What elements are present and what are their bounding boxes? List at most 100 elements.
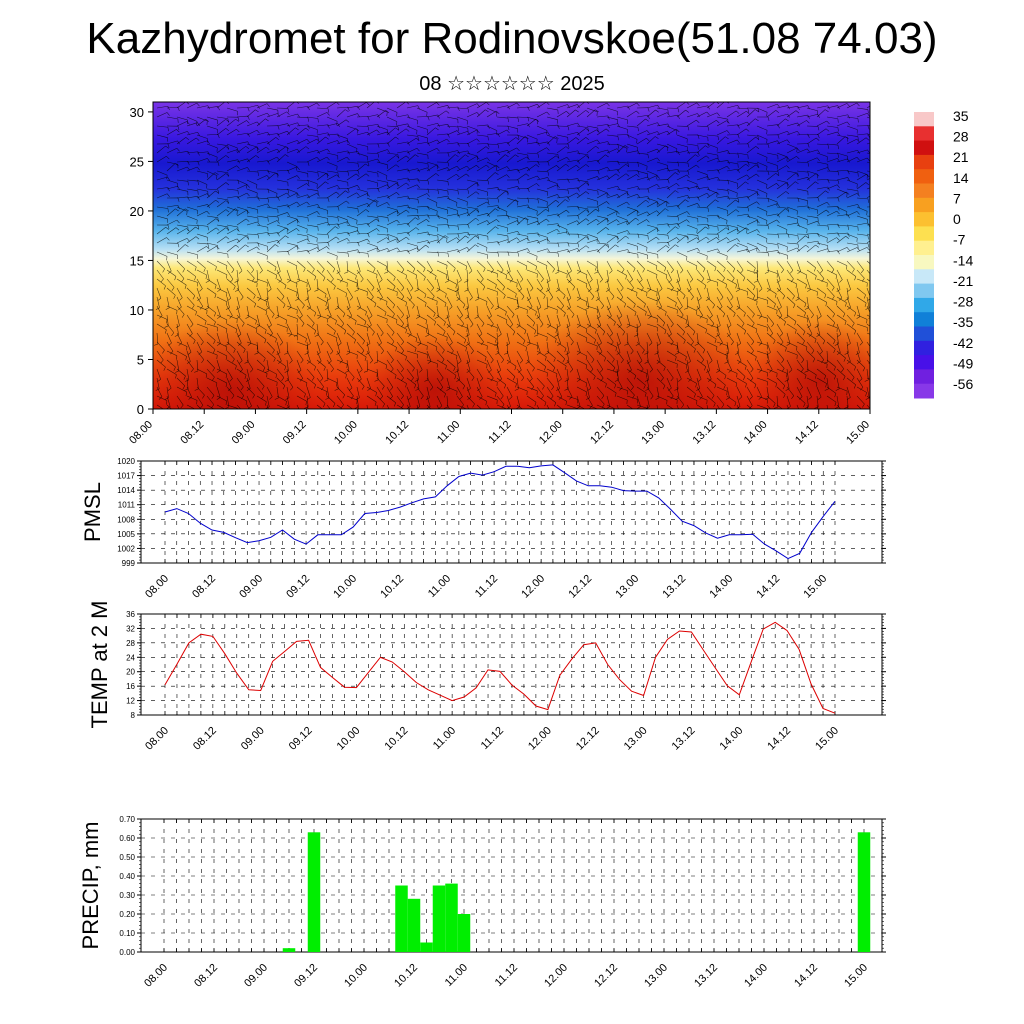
wind-barb [206,314,216,323]
wind-barb [576,323,587,330]
wind-barb [546,377,555,387]
wind-barb [526,260,537,267]
wind-barb-flag [797,197,800,202]
wind-barb-flag [512,331,516,336]
wind-barb-flag [486,220,490,224]
wind-barb-flag [465,347,467,352]
wind-barb-flag [726,166,730,170]
wind-barb-flag [656,236,660,241]
wind-barb [406,296,415,306]
wind-barb-flag [546,130,548,135]
wind-barb [476,260,486,269]
wind-barb-flag [386,202,390,206]
wind-barb [286,148,298,154]
wind-barb-flag [799,387,803,391]
wind-barb-flag [225,307,230,310]
wind-barb [666,368,674,379]
wind-barb-flag [417,105,420,110]
wind-barb [546,287,554,298]
wind-barb [336,170,348,173]
wind-barb-flag [724,361,729,364]
wind-barb-flag [465,235,469,239]
wind-barb-flag [716,112,720,117]
wind-barb-flag [239,369,243,373]
wind-barb [766,386,769,398]
wind-barb-flag [237,196,240,201]
wind-barb-flag [527,298,531,301]
wind-barb [446,323,456,332]
wind-barb [656,208,666,217]
wind-barb-flag [756,220,760,224]
wind-barb [326,226,336,235]
wind-barb [606,332,614,343]
wind-barb [626,110,637,118]
wind-barb-flag [412,268,416,273]
wind-barb-flag [687,150,690,155]
wind-barb [716,120,727,127]
wind-barb [846,179,858,185]
wind-barb-flag [426,112,428,117]
wind-barb [576,269,588,275]
wind-barb [706,260,717,268]
wind-barb [596,242,608,245]
wind-barb-flag [465,266,468,271]
wind-barb-flag [316,138,320,143]
wind-barb [686,386,696,395]
wind-barb [716,278,727,285]
wind-barb-flag [197,122,200,127]
wind-barb [446,332,453,343]
wind-barb [416,377,420,389]
wind-barb [426,386,430,398]
wind-barb-flag [576,325,581,328]
wind-barb [216,305,221,317]
wind-barb [726,305,736,314]
wind-barb-flag [522,340,526,345]
wind-barb-flag [167,224,170,229]
wind-barb-flag [246,192,250,197]
wind-barb [196,246,207,253]
wind-barb [856,174,867,181]
wind-barb [226,195,238,199]
wind-barb-flag [405,155,410,159]
wind-barb-flag [434,316,439,319]
wind-barb [626,278,634,288]
wind-barb-flag [230,279,234,283]
wind-barb-flag [650,395,654,400]
wind-barb [466,206,478,210]
wind-barb [456,332,467,340]
wind-barb [866,359,870,365]
wind-barb [166,386,169,398]
wind-barb [606,314,616,323]
wind-barb-flag [589,405,593,409]
wind-barb-flag [417,343,422,346]
wind-barb [626,359,632,371]
wind-barb-flag [459,396,463,400]
wind-barb [666,278,674,288]
wind-barb-flag [436,148,440,152]
wind-barb [646,184,658,190]
wind-barb [696,134,708,138]
wind-barb [526,164,537,172]
wind-barb-flag [225,200,230,204]
wind-barb-flag [656,184,660,188]
wind-barb [476,314,485,324]
wind-barb [346,404,353,409]
wind-barb-flag [766,157,768,162]
wind-barb [156,404,164,409]
wind-barb-flag [229,378,233,382]
wind-barb-flag [843,357,846,362]
wind-barb-flag [306,238,310,243]
wind-barb [366,152,378,154]
wind-barb [496,287,506,296]
wind-barb [346,341,351,353]
wind-barb [256,141,268,145]
wind-barb-flag [728,369,732,373]
wind-barb-flag [734,244,739,247]
wind-barb [546,359,556,368]
wind-barb-flag [180,415,183,418]
wind-barb-flag [306,201,310,206]
wind-barb [236,120,247,127]
wind-barb-flag [755,356,757,361]
wind-barb [196,204,208,208]
wind-barb-flag [449,306,453,310]
